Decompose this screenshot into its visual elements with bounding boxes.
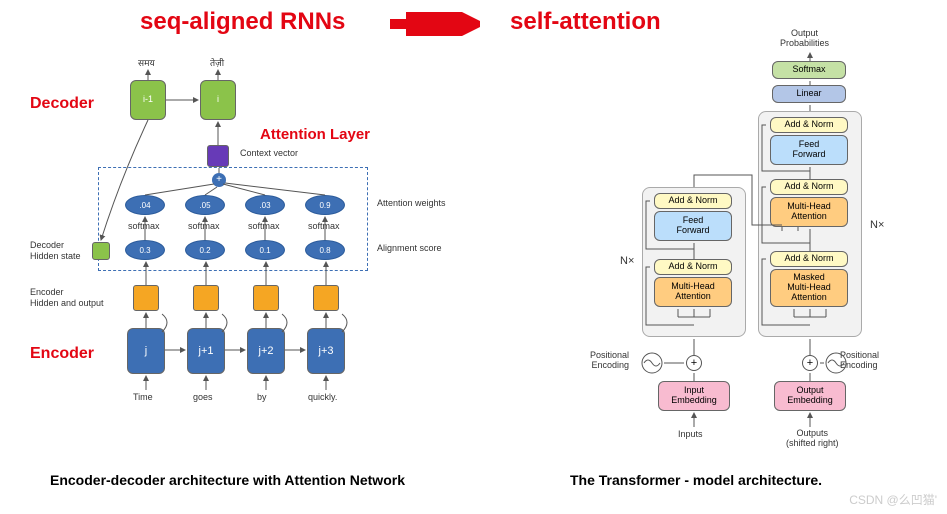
arrow-icon <box>390 12 480 36</box>
left-title: seq-aligned RNNs <box>140 8 345 36</box>
watermark: CSDN @么凹猫' <box>849 491 937 508</box>
left-caption: Encoder-decoder architecture with Attent… <box>50 472 405 488</box>
rnn-arrows <box>30 50 480 450</box>
transformer-diagram: Output Probabilities Softmax Linear Add … <box>530 35 930 465</box>
transformer-arrows <box>530 35 930 465</box>
rnn-diagram: समय तेज़ी Decoder i-1 i Attention Layer … <box>30 50 480 450</box>
right-title: self-attention <box>510 8 661 36</box>
right-caption: The Transformer - model architecture. <box>570 472 822 488</box>
